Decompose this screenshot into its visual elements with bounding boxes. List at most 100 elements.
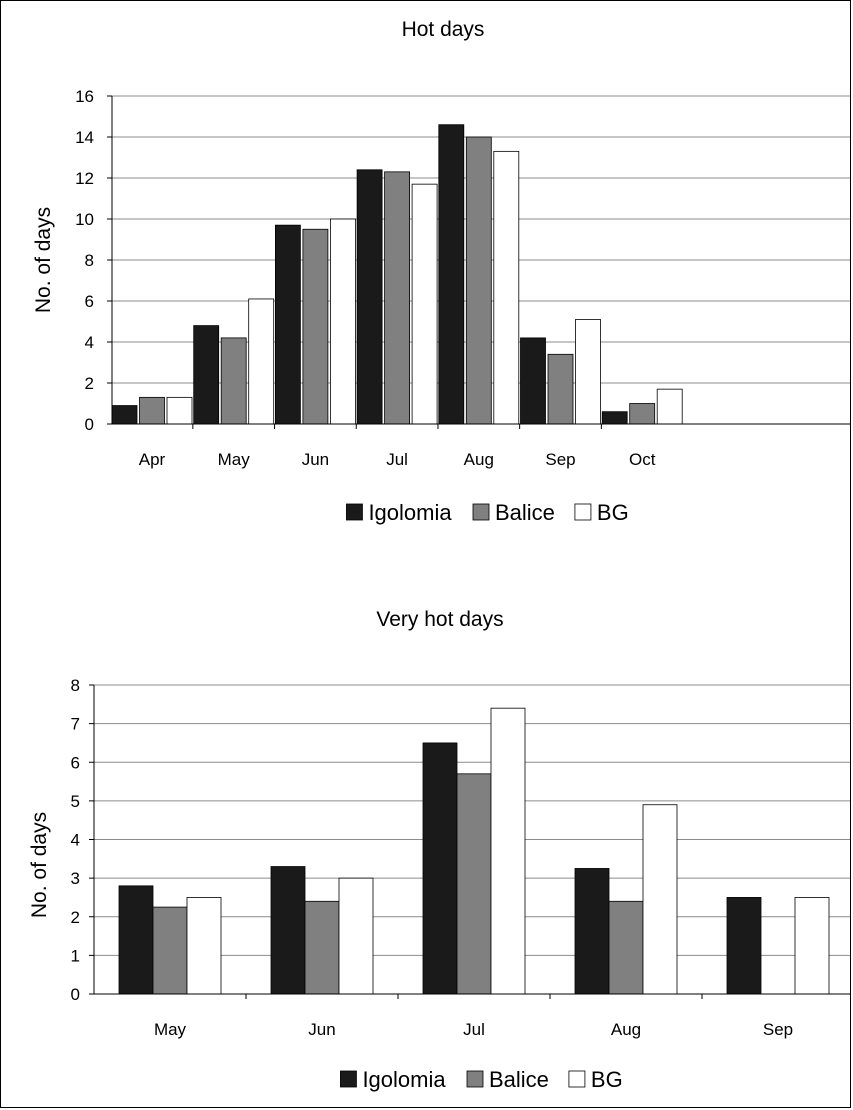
x-tick-label: Apr	[139, 450, 166, 469]
y-tick-labels: 0 1 2 3 4 5 6 7 8	[71, 676, 80, 1004]
x-tick-label: Oct	[629, 450, 656, 469]
legend-label: Igolomia	[368, 500, 452, 525]
bar-bg-may	[248, 298, 275, 425]
x-tick-label: Jul	[463, 1020, 485, 1039]
x-tick-label: May	[154, 1020, 187, 1039]
x-tick-label: Jun	[302, 450, 329, 469]
y-tick-label: 8	[71, 676, 80, 695]
y-tick-label: 3	[71, 869, 80, 888]
legend-swatch	[340, 1070, 357, 1088]
bar-balice-oct	[629, 403, 656, 425]
y-tick-label: 5	[71, 792, 80, 811]
bar-igolomia-jun	[270, 866, 306, 995]
bar-bg-apr	[166, 396, 193, 425]
legend-label: Balice	[495, 500, 555, 525]
bar-igolomia-jul	[422, 742, 458, 995]
bar-igolomia-jul	[356, 169, 383, 425]
legend-swatch	[466, 1070, 484, 1088]
bar-igolomia-oct	[601, 411, 628, 425]
legend-swatch	[568, 1070, 586, 1088]
bar-igolomia-may	[118, 885, 154, 995]
legend-swatch	[346, 503, 363, 521]
legend-swatch	[574, 503, 592, 521]
bar-igolomia-sep	[520, 337, 546, 425]
chart-title: Very hot days	[376, 608, 503, 631]
bar-balice-may	[152, 906, 188, 995]
x-tick-label: Jul	[386, 450, 408, 469]
x-tick-label: Aug	[464, 450, 494, 469]
y-tick-label: 16	[75, 87, 94, 106]
legend-item-igolomia: Igolomia	[346, 500, 452, 525]
bars	[111, 124, 683, 425]
y-tick-label: 4	[85, 333, 94, 352]
legend-item-balice: Balice	[466, 1067, 549, 1092]
x-tick-label: Sep	[545, 450, 575, 469]
very-hot-days-chart: Very hot days No. of days 0 1 2 3 4 5 6 7 8 May J…	[28, 608, 850, 1092]
legend-label: BG	[597, 500, 629, 525]
y-tick-label: 12	[75, 169, 94, 188]
y-tick-label: 0	[71, 985, 80, 1004]
x-tick-label: Sep	[763, 1020, 793, 1039]
y-tick-label: 6	[85, 292, 94, 311]
y-tick-label: 2	[71, 908, 80, 927]
bar-bg-sep	[794, 897, 830, 995]
y-axis-label: No. of days	[32, 207, 55, 313]
x-tick-label: Aug	[611, 1020, 641, 1039]
x-tick-label: Jun	[308, 1020, 335, 1039]
y-tick-label: 10	[75, 210, 94, 229]
axes	[89, 684, 850, 999]
legend-label: BG	[591, 1067, 623, 1092]
y-tick-label: 2	[85, 374, 94, 393]
y-tick-label: 14	[75, 128, 94, 147]
legend-swatch	[472, 503, 490, 521]
bar-bg-aug	[493, 150, 520, 425]
legend: Igolomia Balice BG	[340, 1067, 623, 1092]
bar-balice-jul	[456, 773, 492, 995]
y-axis-label: No. of days	[28, 812, 51, 918]
bar-bg-jun	[338, 877, 374, 995]
x-tick-label: May	[218, 450, 251, 469]
bar-bg-may	[186, 897, 222, 995]
chart-title: Hot days	[402, 18, 485, 41]
bar-bg-jul	[411, 183, 438, 425]
bar-bg-jun	[329, 218, 356, 425]
bar-bg-sep	[575, 319, 601, 425]
legend-item-balice: Balice	[472, 500, 555, 525]
x-tick-labels: Apr May Jun Jul Aug Sep Oct	[139, 450, 656, 469]
legend-item-bg: BG	[568, 1067, 623, 1092]
bar-igolomia-jun	[274, 224, 301, 425]
bar-igolomia-sep	[726, 897, 762, 995]
bar-bg-oct	[656, 388, 683, 425]
hot-days-chart: Hot days No. of days 0 2 4 6 8 10 12 14 16 Apr Ma…	[32, 18, 850, 525]
bar-balice-aug	[608, 900, 644, 995]
y-tick-label: 1	[71, 946, 80, 965]
legend-item-bg: BG	[574, 500, 629, 525]
legend: Igolomia Balice BG	[346, 500, 629, 525]
bar-balice-jul	[384, 171, 411, 425]
y-tick-label: 8	[85, 251, 94, 270]
y-tick-labels: 0 2 4 6 8 10 12 14 16	[75, 87, 94, 434]
bar-balice-aug	[465, 136, 492, 425]
bar-balice-jun	[302, 228, 329, 425]
legend-item-igolomia: Igolomia	[340, 1067, 446, 1092]
bar-igolomia-aug	[574, 868, 610, 995]
y-tick-label: 6	[71, 753, 80, 772]
y-tick-label: 0	[85, 415, 94, 434]
x-tick-labels: May Jun Jul Aug Sep	[154, 1020, 793, 1039]
bar-igolomia-may	[193, 325, 220, 425]
bar-balice-may	[220, 337, 247, 425]
bar-bg-aug	[642, 804, 678, 995]
y-tick-label: 4	[71, 831, 80, 850]
bar-balice-apr	[139, 396, 165, 425]
bar-balice-jun	[304, 900, 340, 995]
bars	[118, 707, 830, 995]
bar-igolomia-apr	[111, 405, 138, 425]
legend-label: Balice	[489, 1067, 549, 1092]
axes	[107, 95, 850, 429]
y-tick-label: 7	[71, 715, 80, 734]
gridlines	[112, 95, 850, 384]
bar-igolomia-aug	[438, 124, 465, 425]
bar-balice-sep	[547, 353, 574, 425]
bar-bg-jul	[490, 707, 526, 995]
